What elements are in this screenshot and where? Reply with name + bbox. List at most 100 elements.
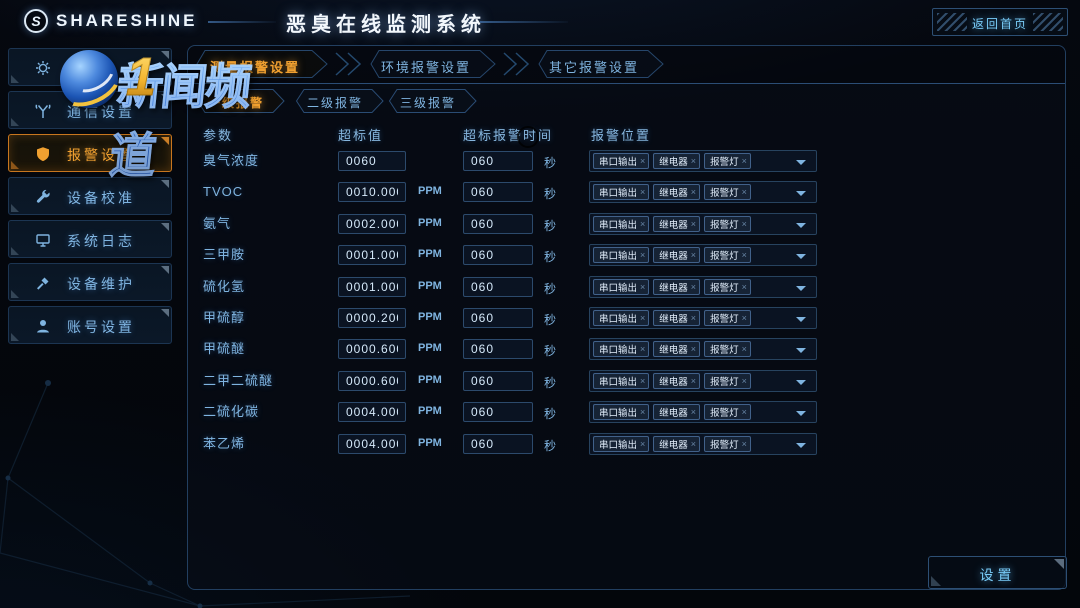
chip-remove-icon[interactable]: × [741,438,747,449]
alarm-time-input[interactable] [463,182,533,203]
chip-remove-icon[interactable]: × [690,407,697,418]
chevron-down-icon[interactable] [796,348,806,354]
chip-remove-icon[interactable]: × [640,218,646,229]
location-chip[interactable]: 报警灯 × [704,372,751,389]
chip-remove-icon[interactable]: × [690,187,697,198]
tab-other-alarm[interactable]: 其它报警设置 [538,50,664,78]
chip-remove-icon[interactable]: × [640,375,646,386]
tab-measurement-alarm[interactable]: 测量报警设置 [196,50,328,78]
threshold-value-input[interactable] [338,245,406,266]
chevron-down-icon[interactable] [796,285,806,291]
chip-remove-icon[interactable]: × [741,407,747,418]
location-chip[interactable]: 串口输出 × [593,278,650,295]
chip-remove-icon[interactable]: × [741,250,747,261]
chip-remove-icon[interactable]: × [640,407,646,418]
chip-remove-icon[interactable]: × [690,218,697,229]
chip-remove-icon[interactable]: × [640,438,646,449]
alarm-time-input[interactable] [463,370,533,391]
location-chip[interactable]: 报警灯 × [704,309,751,326]
location-chip[interactable]: 串口输出 × [593,215,650,232]
location-chip[interactable]: 继电器 × [653,184,701,201]
chip-remove-icon[interactable]: × [640,250,646,261]
location-chip[interactable]: 报警灯 × [704,435,751,452]
chevron-down-icon[interactable] [796,222,806,228]
sidebar-item-general[interactable] [8,48,172,86]
chip-remove-icon[interactable]: × [741,312,747,323]
chip-remove-icon[interactable]: × [690,375,697,386]
chip-remove-icon[interactable]: × [741,344,747,355]
alarm-location-select[interactable]: 串口输出 × 继电器 × 报警灯 × [589,212,817,235]
threshold-value-input[interactable] [338,276,406,297]
alarm-time-input[interactable] [463,307,533,328]
location-chip[interactable]: 继电器 × [653,278,701,295]
location-chip[interactable]: 串口输出 × [593,404,650,421]
location-chip[interactable]: 继电器 × [653,435,701,452]
chevron-down-icon[interactable] [796,411,806,417]
chevron-down-icon[interactable] [796,191,806,197]
chip-remove-icon[interactable]: × [640,187,646,198]
subtab-level1-alarm[interactable]: 一级报警 [197,89,285,113]
alarm-location-select[interactable]: 串口输出 × 继电器 × 报警灯 × [589,432,817,455]
location-chip[interactable]: 报警灯 × [704,341,751,358]
threshold-value-input[interactable] [338,339,406,360]
alarm-time-input[interactable] [463,151,533,171]
threshold-value-input[interactable] [338,370,406,391]
threshold-value-input[interactable] [338,213,406,234]
location-chip[interactable]: 串口输出 × [593,372,650,389]
apply-settings-button[interactable]: 设置 [928,556,1067,589]
alarm-location-select[interactable]: 串口输出 × 继电器 × 报警灯 × [589,401,817,424]
chevron-down-icon[interactable] [796,160,806,165]
chip-remove-icon[interactable]: × [640,344,646,355]
chip-remove-icon[interactable]: × [741,218,747,229]
chip-remove-icon[interactable]: × [640,281,646,292]
location-chip[interactable]: 报警灯 × [704,404,751,421]
chip-remove-icon[interactable]: × [690,438,697,449]
alarm-time-input[interactable] [463,339,533,360]
location-chip[interactable]: 串口输出 × [593,309,650,326]
chip-remove-icon[interactable]: × [741,187,747,198]
chip-remove-icon[interactable]: × [690,312,697,323]
sidebar-item-communication[interactable]: 通信设置 [8,91,172,129]
location-chip[interactable]: 报警灯 × [704,278,751,295]
location-chip[interactable]: 继电器 × [653,309,701,326]
location-chip[interactable]: 报警灯 × [704,153,751,169]
threshold-value-input[interactable] [338,307,406,328]
location-chip[interactable]: 继电器 × [653,372,701,389]
alarm-time-input[interactable] [463,213,533,234]
sidebar-item-alarm-settings[interactable]: 报警设置 [8,134,172,172]
subtab-level3-alarm[interactable]: 三级报警 [389,89,477,113]
subtab-level2-alarm[interactable]: 二级报警 [296,89,384,113]
alarm-location-select[interactable]: 串口输出 × 继电器 × 报警灯 × [589,306,817,329]
threshold-value-input[interactable] [338,433,406,454]
chevron-down-icon[interactable] [796,316,806,322]
chip-remove-icon[interactable]: × [741,281,747,292]
location-chip[interactable]: 继电器 × [653,153,701,169]
chip-remove-icon[interactable]: × [640,312,646,323]
sidebar-item-account[interactable]: 账号设置 [8,306,172,344]
threshold-value-input[interactable] [338,151,406,171]
alarm-location-select[interactable]: 串口输出 × 继电器 × 报警灯 × [589,181,817,204]
sidebar-item-maintenance[interactable]: 设备维护 [8,263,172,301]
location-chip[interactable]: 继电器 × [653,247,701,264]
location-chip[interactable]: 串口输出 × [593,153,650,169]
alarm-time-input[interactable] [463,276,533,297]
location-chip[interactable]: 报警灯 × [704,247,751,264]
alarm-location-select[interactable]: 串口输出 × 继电器 × 报警灯 × [589,369,817,392]
chip-remove-icon[interactable]: × [741,375,747,386]
alarm-location-select[interactable]: 串口输出 × 继电器 × 报警灯 × [589,150,817,172]
alarm-location-select[interactable]: 串口输出 × 继电器 × 报警灯 × [589,338,817,361]
location-chip[interactable]: 串口输出 × [593,435,650,452]
alarm-time-input[interactable] [463,433,533,454]
location-chip[interactable]: 继电器 × [653,404,701,421]
alarm-location-select[interactable]: 串口输出 × 继电器 × 报警灯 × [589,244,817,267]
chip-remove-icon[interactable]: × [690,281,697,292]
alarm-time-input[interactable] [463,245,533,266]
tab-environment-alarm[interactable]: 环境报警设置 [370,50,496,78]
threshold-value-input[interactable] [338,402,406,423]
location-chip[interactable]: 串口输出 × [593,247,650,264]
location-chip[interactable]: 报警灯 × [704,215,751,232]
sidebar-item-calibration[interactable]: 设备校准 [8,177,172,215]
chip-remove-icon[interactable]: × [690,156,697,166]
chip-remove-icon[interactable]: × [640,156,646,166]
location-chip[interactable]: 继电器 × [653,341,701,358]
